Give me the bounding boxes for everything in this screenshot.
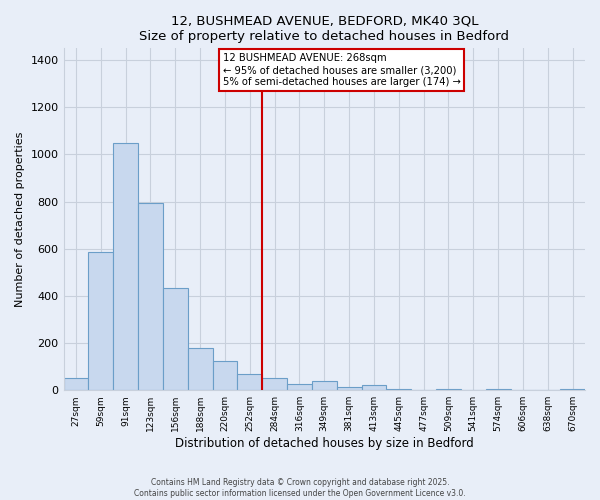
Bar [312,381,337,390]
Bar [113,142,138,390]
Bar [163,288,188,390]
Bar [485,389,511,390]
Bar [212,360,238,390]
Text: Contains HM Land Registry data © Crown copyright and database right 2025.
Contai: Contains HM Land Registry data © Crown c… [134,478,466,498]
Text: 12 BUSHMEAD AVENUE: 268sqm
← 95% of detached houses are smaller (3,200)
5% of se: 12 BUSHMEAD AVENUE: 268sqm ← 95% of deta… [223,54,460,86]
Bar [337,386,362,390]
Bar [436,389,461,390]
Y-axis label: Number of detached properties: Number of detached properties [15,132,25,307]
Bar [386,389,411,390]
Bar [362,386,386,390]
Bar [188,348,212,390]
X-axis label: Distribution of detached houses by size in Bedford: Distribution of detached houses by size … [175,437,473,450]
Bar [560,389,585,390]
Bar [138,203,163,390]
Title: 12, BUSHMEAD AVENUE, BEDFORD, MK40 3QL
Size of property relative to detached hou: 12, BUSHMEAD AVENUE, BEDFORD, MK40 3QL S… [139,15,509,43]
Bar [287,384,312,390]
Bar [88,252,113,390]
Bar [262,378,287,390]
Bar [238,374,262,390]
Bar [64,378,88,390]
